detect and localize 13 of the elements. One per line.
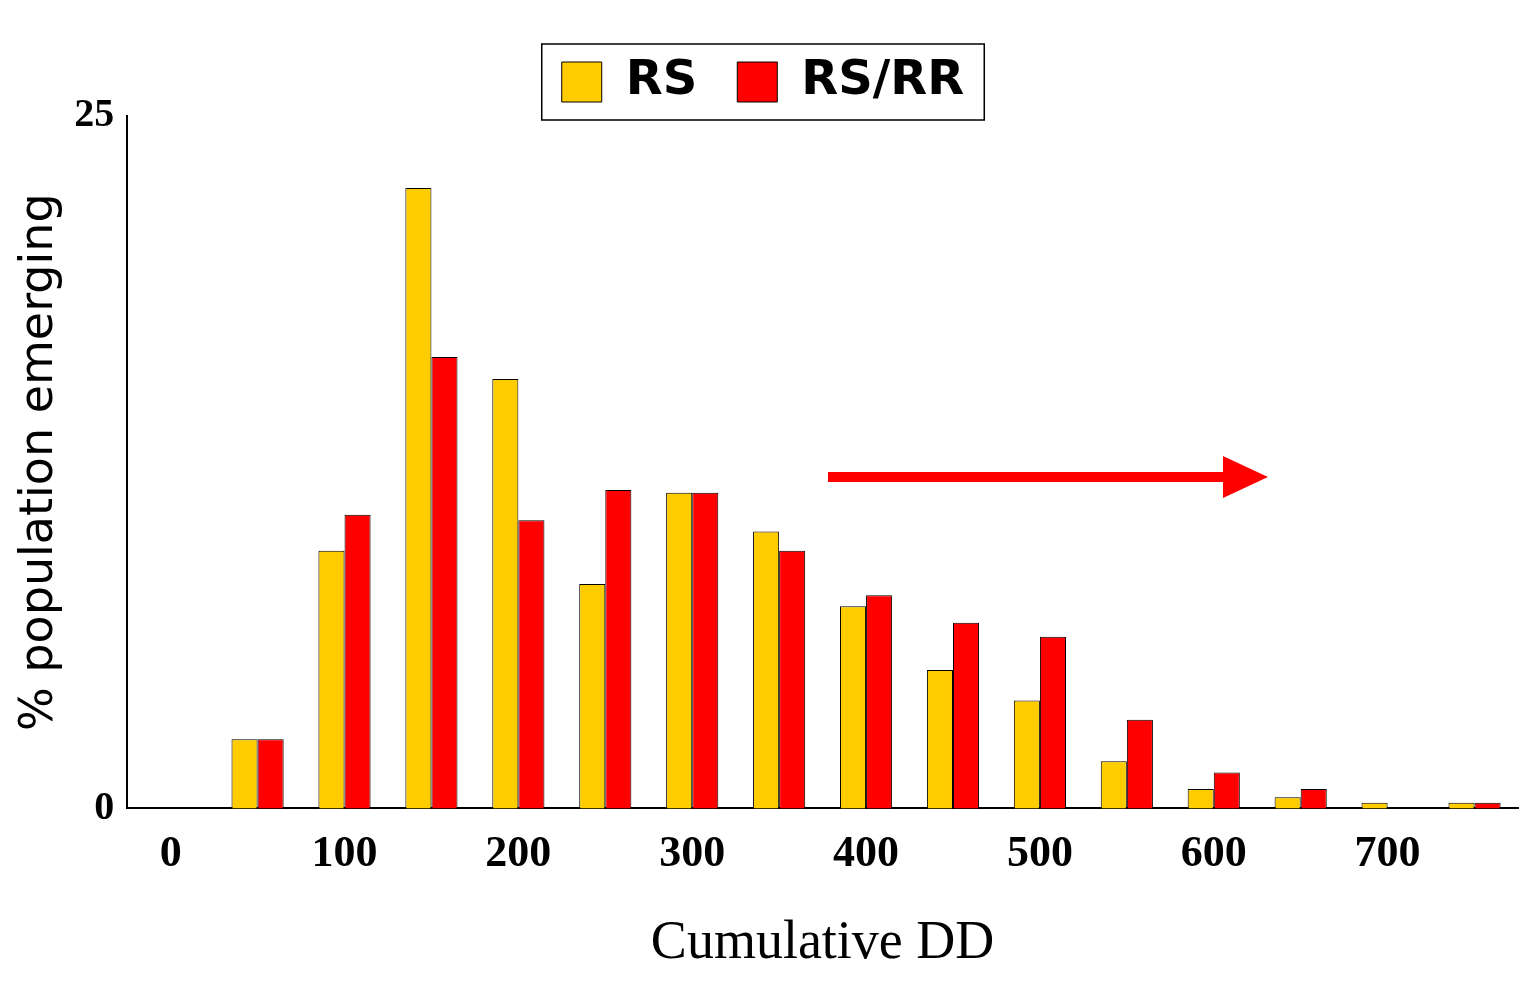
x-tick-label: 400 xyxy=(833,827,900,877)
legend-label: RS/RR xyxy=(801,49,965,106)
x-tick-label: 600 xyxy=(1180,827,1247,877)
x-tick-label: 100 xyxy=(311,827,378,877)
y-axis-title: % population emerging xyxy=(8,193,63,731)
y-tick-label: 25 xyxy=(74,90,115,136)
x-tick-label: 500 xyxy=(1006,827,1073,877)
x-axis-title: Cumulative DD xyxy=(650,909,995,970)
x-tick-label: 700 xyxy=(1354,827,1421,877)
legend-label: RS xyxy=(625,49,698,106)
x-tick-label: 200 xyxy=(485,827,552,877)
x-tick-label: 0 xyxy=(159,827,182,877)
x-tick-label: 300 xyxy=(659,827,726,877)
